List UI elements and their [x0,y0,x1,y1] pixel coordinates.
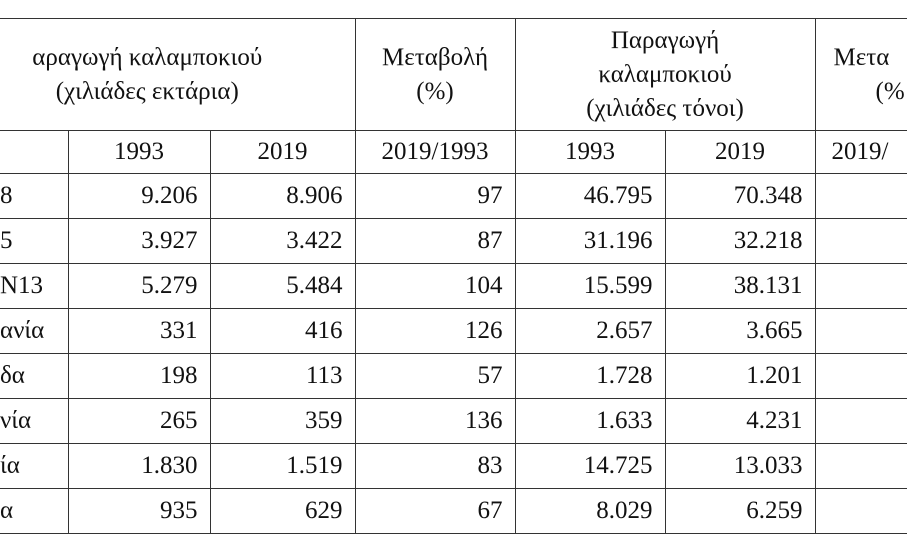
row-label: ανία [0,308,69,354]
empty-cell [814,443,907,489]
data-cell: 9.206 [67,173,211,219]
data-cell: 31.196 [514,218,666,264]
data-row: 5 3.927 3.422 87 31.196 32.218 [0,218,907,264]
empty-cell [814,173,907,219]
header-line: (χιλιάδες τόνοι) [586,94,744,122]
data-row: δα 198 113 57 1.728 1.201 [0,353,907,399]
data-cell: 113 [209,353,356,399]
data-cell: 97 [354,173,516,219]
empty-cell [814,263,907,309]
data-cell: 416 [209,308,356,354]
data-cell: 8.906 [209,173,356,219]
data-cell: 2.657 [514,308,666,354]
data-cell: 1.728 [514,353,666,399]
data-cell: 14.725 [514,443,666,489]
header-line: αραγωγή καλαμποκιού [32,43,263,71]
data-cell: 67 [354,488,516,534]
data-cell: 359 [209,398,356,444]
data-cell: 8.029 [514,488,666,534]
data-cell: 935 [67,488,211,534]
subheader-cell: 1993 [67,130,211,174]
data-cell: 629 [209,488,356,534]
data-row: α 935 629 67 8.029 6.259 [0,488,907,534]
data-cell: 38.131 [664,263,816,309]
data-cell: 13.033 [664,443,816,489]
empty-cell [814,488,907,534]
data-cell: 126 [354,308,516,354]
subheader-row: 1993 2019 2019/1993 1993 2019 2019/ [0,130,907,174]
data-cell: 1.633 [514,398,666,444]
data-cell: 4.231 [664,398,816,444]
header-cell: Μεταβολή (%) [354,18,516,131]
header-line: (χιλιάδες εκτάρια) [55,77,239,105]
data-cell: 3.422 [209,218,356,264]
data-cell: 87 [354,218,516,264]
header-row: αραγωγή καλαμποκιού (χιλιάδες εκτάρια) Μετ… [0,18,907,131]
row-label: 8 [0,173,69,219]
subheader-cell: 2019/ [814,130,907,174]
empty-cell [814,308,907,354]
data-cell: 1.830 [67,443,211,489]
data-cell: 3.927 [67,218,211,264]
subheader-cell: 2019/1993 [354,130,516,174]
empty-cell [814,353,907,399]
data-cell: 15.599 [514,263,666,309]
data-cell: 1.519 [209,443,356,489]
data-cell: 6.259 [664,488,816,534]
data-cell: 83 [354,443,516,489]
data-row: ία 1.830 1.519 83 14.725 13.033 [0,443,907,489]
subheader-cell: 1993 [514,130,666,174]
row-label: νία [0,398,69,444]
data-row: 8 9.206 8.906 97 46.795 70.348 [0,173,907,219]
header-line: (% [875,77,905,105]
data-cell: 5.279 [67,263,211,309]
empty-cell [814,398,907,444]
header-cell: Παραγωγή καλαμποκιού (χιλιάδες τόνοι) [514,18,816,131]
data-cell: 46.795 [514,173,666,219]
header-cell: Μετα (% [814,18,907,131]
header-line: καλαμποκιού [598,60,732,88]
data-row: νία 265 359 136 1.633 4.231 [0,398,907,444]
row-label: Ν13 [0,263,69,309]
data-row: ανία 331 416 126 2.657 3.665 [0,308,907,354]
table: αραγωγή καλαμποκιού (χιλιάδες εκτάρια) Μετ… [0,18,907,534]
data-cell: 1.201 [664,353,816,399]
empty-cell [814,218,907,264]
data-cell: 198 [67,353,211,399]
data-cell: 3.665 [664,308,816,354]
row-label: ία [0,443,69,489]
data-cell: 104 [354,263,516,309]
data-cell: 265 [67,398,211,444]
data-row: Ν13 5.279 5.484 104 15.599 38.131 [0,263,907,309]
empty-cell [0,130,69,174]
header-line: Μετα [833,43,890,71]
header-cell: αραγωγή καλαμποκιού (χιλιάδες εκτάρια) [0,18,356,131]
data-cell: 57 [354,353,516,399]
data-cell: 331 [67,308,211,354]
row-label: α [0,488,69,534]
row-label: δα [0,353,69,399]
data-cell: 70.348 [664,173,816,219]
data-cell: 32.218 [664,218,816,264]
data-cell: 5.484 [209,263,356,309]
data-cell: 136 [354,398,516,444]
header-line: (%) [416,77,454,105]
header-line: Μεταβολή [381,43,489,71]
header-line: Παραγωγή [610,26,720,54]
subheader-cell: 2019 [664,130,816,174]
subheader-cell: 2019 [209,130,356,174]
row-label: 5 [0,218,69,264]
